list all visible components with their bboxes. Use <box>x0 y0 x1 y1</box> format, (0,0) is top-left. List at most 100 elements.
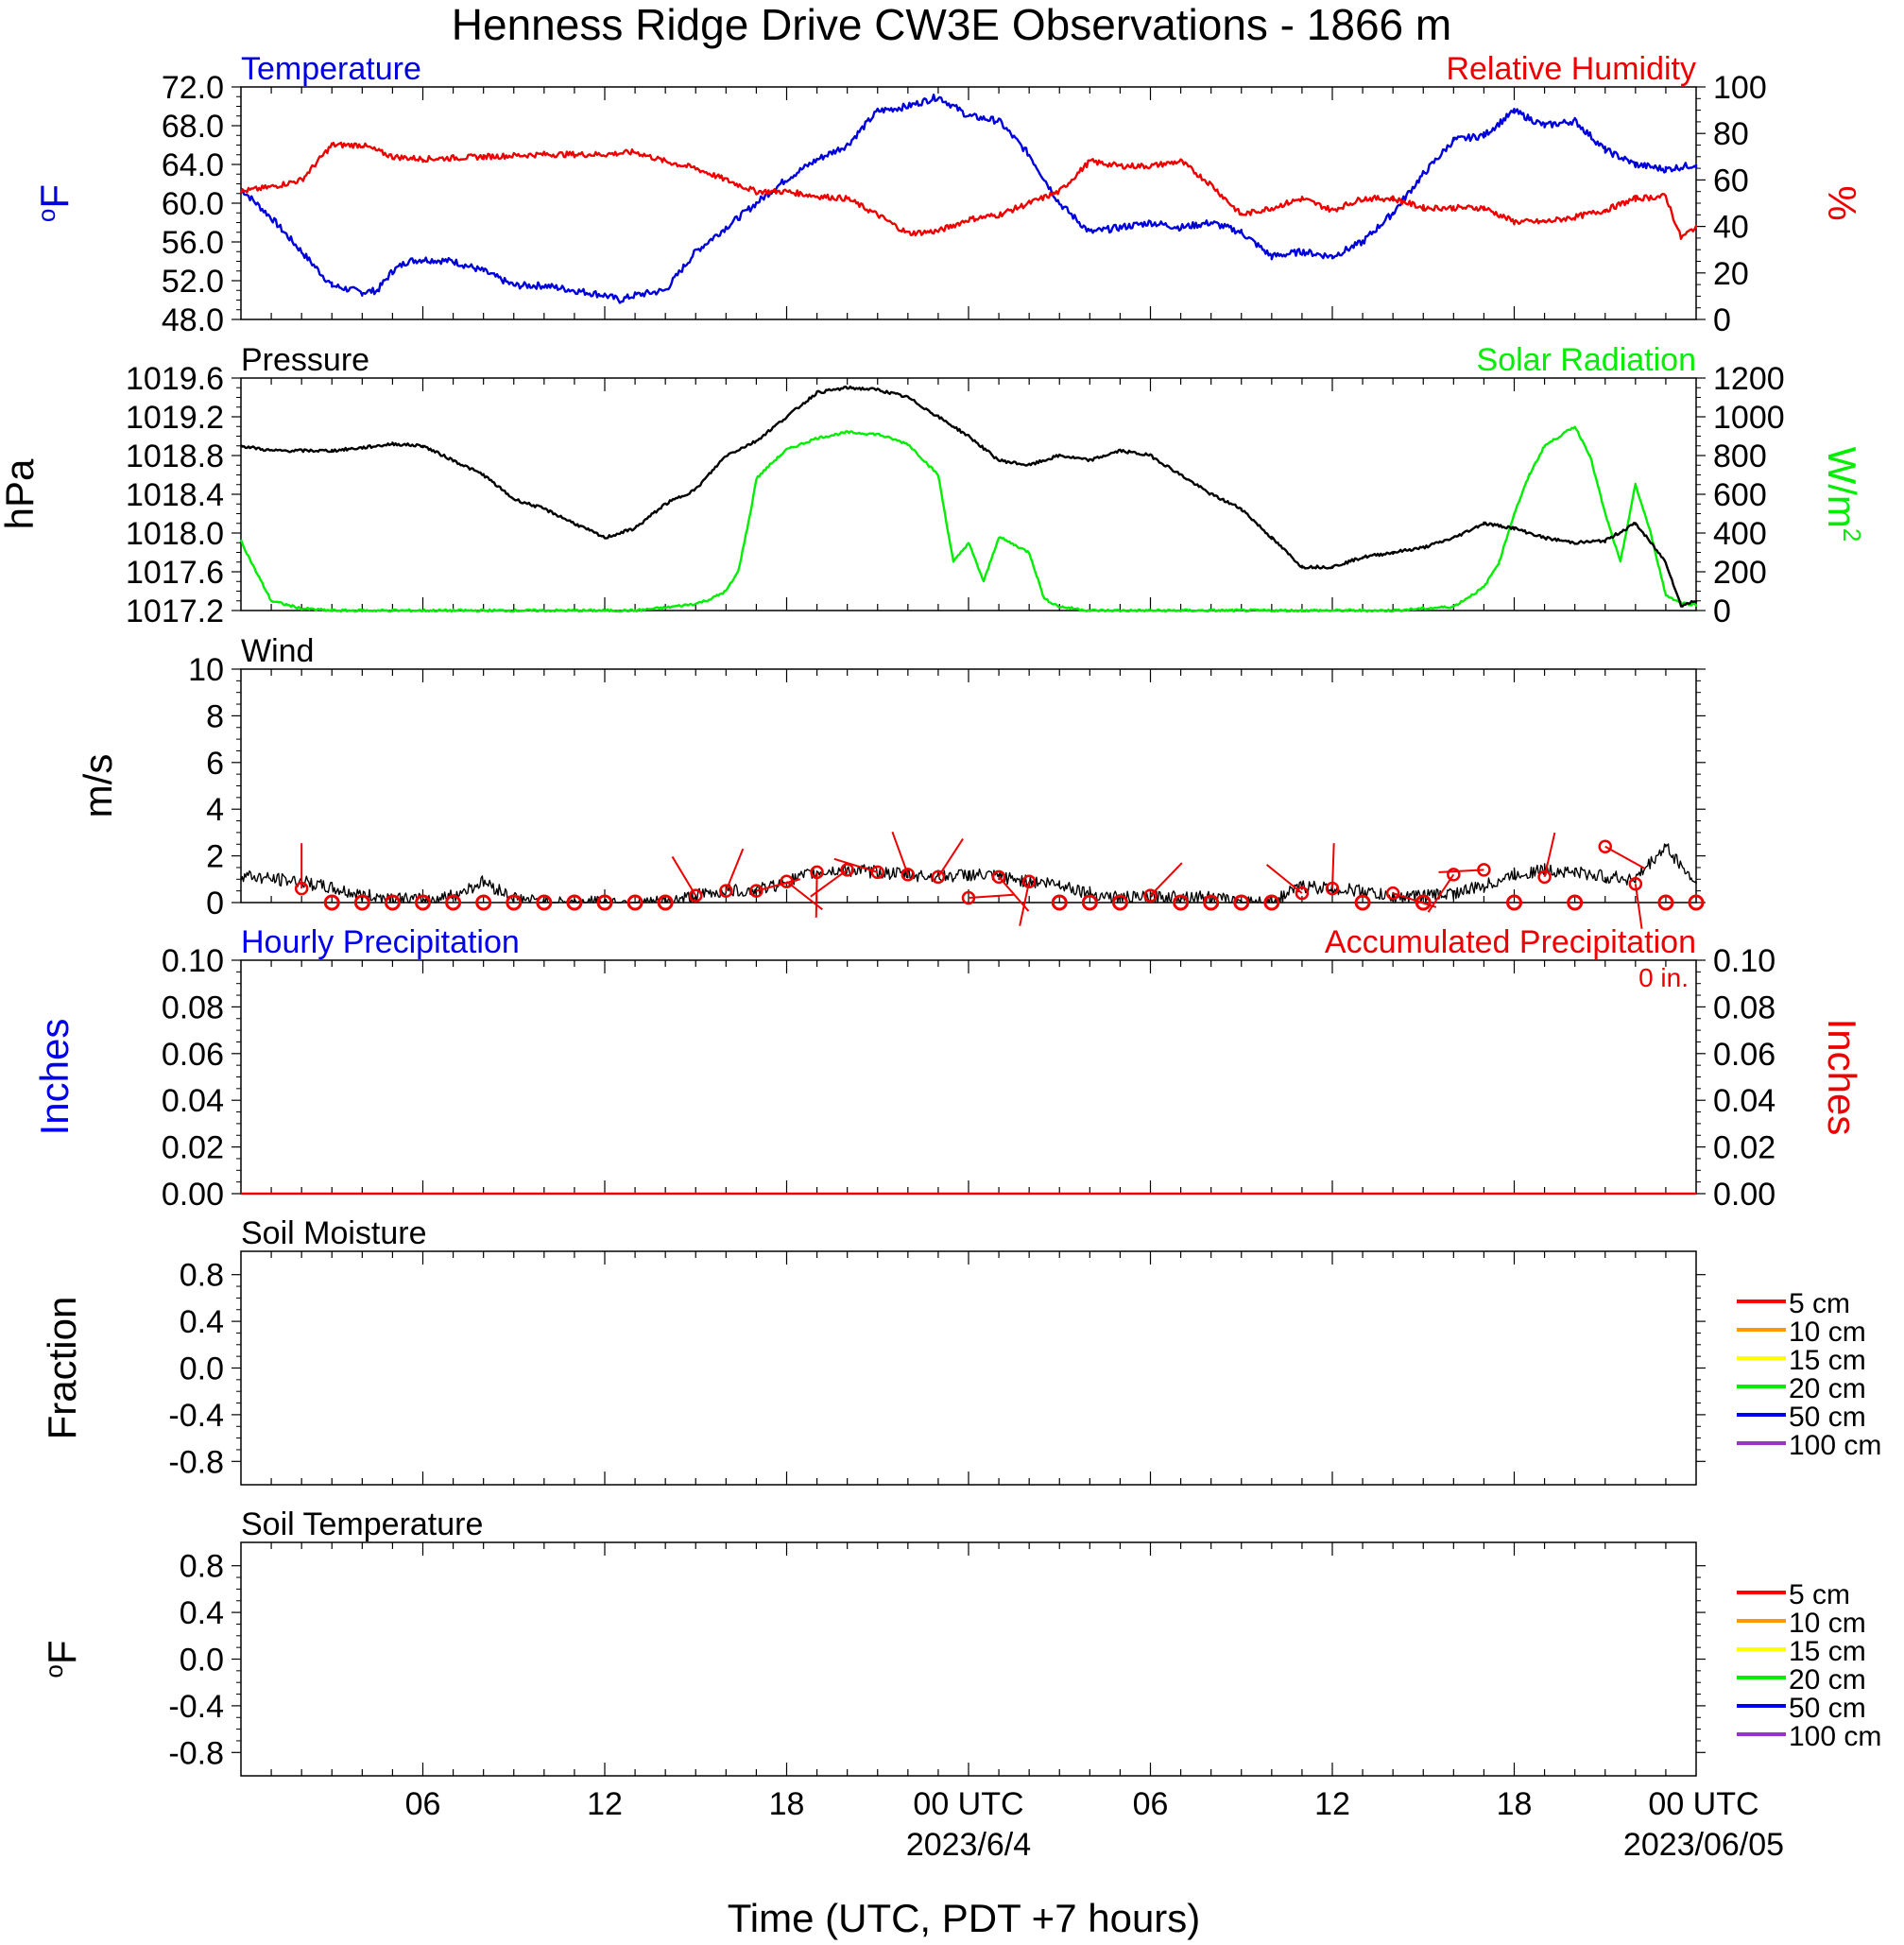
wind-barb <box>937 838 964 878</box>
x-axis-title: Time (UTC, PDT +7 hours) <box>728 1896 1201 1940</box>
y-tick-label: -0.8 <box>168 1735 224 1771</box>
y-tick-label: 1019.6 <box>126 361 224 397</box>
wind-barb-station <box>1143 888 1158 903</box>
y-tick-label: 0.4 <box>180 1304 224 1340</box>
y-tick-label: 1017.6 <box>126 555 224 591</box>
wind-barb <box>1543 832 1556 878</box>
y-tick-label: 0.4 <box>180 1595 224 1631</box>
wind-barb-calm <box>1415 894 1432 911</box>
soil_moisture-legend-label: 50 cm <box>1789 1402 1866 1433</box>
wind-barb-calm <box>1688 894 1705 911</box>
wind-barb-calm <box>1354 894 1371 911</box>
temp_rh-right-ylabel: % <box>1820 185 1864 220</box>
y2-tick-label: 0.02 <box>1713 1130 1775 1166</box>
wind-barb-calm <box>566 894 583 911</box>
wind-barb-calm <box>1051 894 1068 911</box>
pressure_solar-frame <box>240 377 1697 611</box>
wind-barb-station <box>689 888 703 903</box>
soil_temp-legend-label: 5 cm <box>1789 1579 1850 1610</box>
precip-left-title: Hourly Precipitation <box>241 924 520 960</box>
soil_moisture-legend-label: 20 cm <box>1789 1373 1866 1404</box>
wind-barb-calm <box>1203 894 1220 911</box>
pressure_solar-right-title: Solar Radiation <box>1477 342 1696 378</box>
soil_moisture-frame <box>240 1250 1697 1486</box>
y-tick-label: 56.0 <box>162 225 224 261</box>
y-tick-label: -0.8 <box>168 1444 224 1480</box>
wind-barb-station <box>991 869 1006 885</box>
y-tick-label: 1019.2 <box>126 400 224 436</box>
wind-barb-calm <box>415 894 431 911</box>
wind-barb-calm <box>1173 894 1190 911</box>
y-tick-label: 0.00 <box>162 1177 224 1213</box>
pressure-series-line <box>240 385 1698 608</box>
y2-tick-label: 0 <box>1713 594 1731 629</box>
y2-tick-label: 0.08 <box>1713 990 1775 1025</box>
y2-tick-label: 20 <box>1713 256 1749 292</box>
soil_moisture-legend-label: 100 cm <box>1789 1430 1881 1461</box>
wind-barb-calm <box>596 894 613 911</box>
wind-barb <box>815 871 818 918</box>
wind-barb-station <box>294 881 309 896</box>
wind-barb-station <box>961 890 976 905</box>
temp_rh-left-ylabel: oF <box>32 184 77 222</box>
temp_rh-left-title: Temperature <box>241 51 421 87</box>
x-tick-label: 18 <box>1497 1786 1533 1822</box>
wind-barb-station <box>1385 886 1400 901</box>
y-tick-label: 2 <box>206 839 224 875</box>
wind-barb-calm <box>1081 894 1098 911</box>
y-tick-label: 0.10 <box>162 943 224 979</box>
wind-barb <box>671 855 697 897</box>
x-tick-label: 06 <box>405 1786 441 1822</box>
y-tick-label: 64.0 <box>162 147 224 183</box>
wind-barb-calm <box>626 894 643 911</box>
wind-series-line <box>240 843 1697 904</box>
wind-barb-calm <box>1111 894 1128 911</box>
y2-tick-label: 0 <box>1713 302 1731 338</box>
y2-tick-label: 400 <box>1713 516 1767 552</box>
wind-barb-calm <box>475 894 492 911</box>
y-tick-label: 4 <box>206 792 224 828</box>
wind-barb <box>1634 884 1643 929</box>
soil_moisture-left-ylabel: Fraction <box>40 1297 84 1440</box>
y-tick-label: 60.0 <box>162 186 224 222</box>
wind-barb-station <box>931 869 946 885</box>
y-tick-label: 1018.4 <box>126 477 224 513</box>
y-tick-label: 0.04 <box>162 1083 224 1119</box>
y-tick-label: 1018.0 <box>126 516 224 552</box>
y2-tick-label: 60 <box>1713 163 1749 198</box>
y-tick-label: 6 <box>206 746 224 782</box>
accumulated-precip-total: 0 in. <box>1638 963 1689 992</box>
wind-barb-station <box>840 863 854 877</box>
soil_temp-legend-label: 20 cm <box>1789 1664 1866 1695</box>
y-tick-label: 1018.8 <box>126 439 224 474</box>
wind-barb-station <box>1537 869 1552 885</box>
chart-title: Henness Ridge Drive CW3E Observations - … <box>452 0 1451 49</box>
x-tick-label: 12 <box>587 1786 623 1822</box>
y-tick-label: 0.0 <box>180 1351 224 1387</box>
soil_moisture-legend-label: 10 cm <box>1789 1317 1866 1348</box>
y2-tick-label: 0.00 <box>1713 1177 1775 1213</box>
wind-barb-station <box>1598 839 1612 853</box>
soil_temp-legend-label: 15 cm <box>1789 1636 1866 1667</box>
y-tick-label: 10 <box>188 652 224 688</box>
y-tick-label: 52.0 <box>162 264 224 300</box>
y-tick-label: 8 <box>206 698 224 734</box>
wind-barb-station <box>1295 886 1310 901</box>
wind-barb-calm <box>1263 894 1280 911</box>
x-tick-label: 18 <box>769 1786 805 1822</box>
panels-layer: 48.052.056.060.064.068.072.0020406080100… <box>0 51 1881 1863</box>
x-tick-label: 00 UTC <box>913 1786 1023 1822</box>
wind-barb-station <box>1477 863 1491 877</box>
y2-tick-label: 0.10 <box>1713 943 1775 979</box>
wind-barb <box>725 848 745 892</box>
wind-barb-calm <box>1233 894 1250 911</box>
wind-barb <box>968 893 1014 900</box>
y-tick-label: -0.4 <box>168 1689 224 1725</box>
wind-barb-station <box>1021 874 1037 889</box>
soil_temp-legend-label: 10 cm <box>1789 1608 1866 1639</box>
x-date-label: 2023/06/05 <box>1623 1827 1784 1863</box>
wind-barb-station <box>810 865 824 880</box>
y-tick-label: 72.0 <box>162 70 224 106</box>
y-tick-label: 48.0 <box>162 302 224 338</box>
